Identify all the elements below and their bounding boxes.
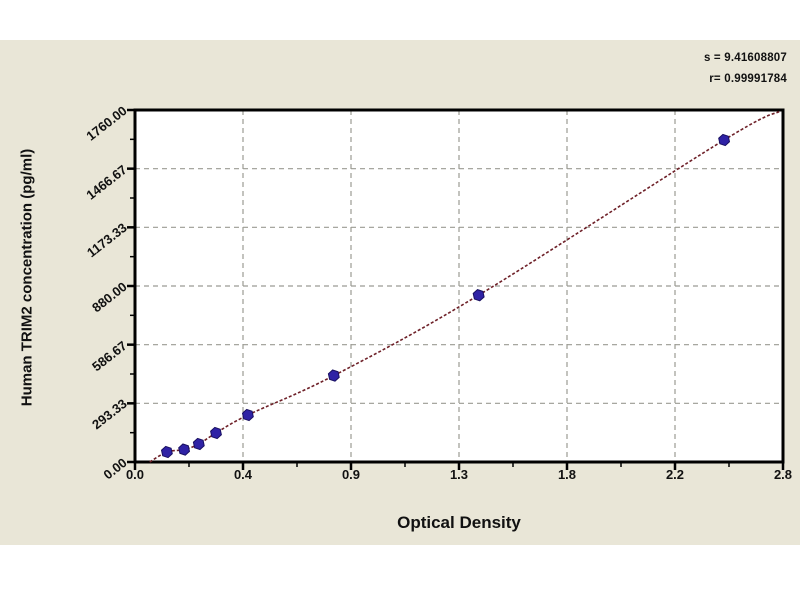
x-tick-label: 2.2 [665,467,685,482]
plot-area [127,108,785,470]
fit-correlation-value: r= 0.99991784 [709,73,787,85]
data-point [241,408,254,422]
data-point [718,133,731,147]
chart-canvas [127,108,785,470]
x-tick-label: 1.3 [449,467,469,482]
data-point [327,369,340,382]
data-point [160,445,173,459]
data-point [178,443,191,456]
x-tick-label: 0.0 [125,467,145,482]
fit-stderr-value: s = 9.41608807 [703,52,787,64]
chart-panel: s = 9.41608807 r= 0.99991784 Human TRIM2… [0,40,800,545]
data-point [472,289,485,302]
x-axis-title: Optical Density [397,513,521,532]
x-tick-label: 0.4 [233,467,253,482]
x-tick-label: 1.8 [557,467,577,482]
plot-border [133,108,785,464]
x-tick-label: 0.9 [341,467,361,482]
data-point [210,426,222,440]
data-point [192,437,205,451]
x-tick-label: 2.8 [773,467,793,482]
fit-annotation: s = 9.41608807 r= 0.99991784 [704,48,787,90]
y-axis-title: Human TRIM2 concentration (pg/ml) [18,148,36,407]
